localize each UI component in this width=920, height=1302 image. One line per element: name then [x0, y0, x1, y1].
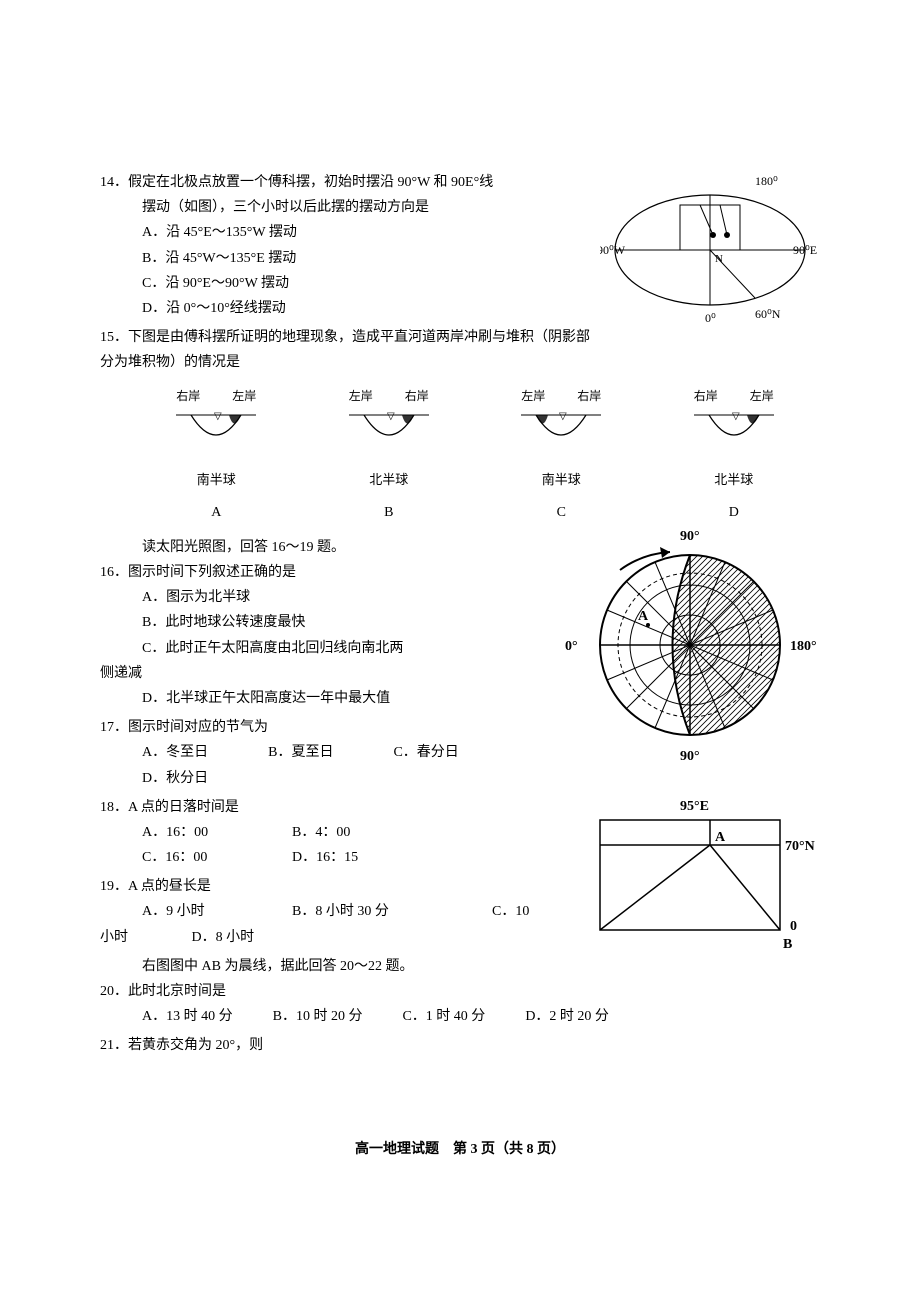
q17-opt-d: D．秋分日: [142, 766, 208, 791]
riverbank-b: 左岸 右岸 ▽ 北半球 B: [344, 386, 434, 525]
question-21: 21．若黄赤交角为 20°，则: [100, 1033, 820, 1058]
q18-opt-c: C．16：00: [142, 845, 292, 870]
riverbank-d: 右岸 左岸 ▽ 北半球 D: [689, 386, 779, 525]
footer-prefix: 高一地理试题 第: [355, 1142, 471, 1157]
q21-number: 21．: [100, 1038, 128, 1053]
svg-text:▽: ▽: [214, 411, 222, 422]
label-90e: 90⁰E: [793, 243, 817, 257]
svg-text:▽: ▽: [732, 411, 740, 422]
label-60n: 60⁰N: [755, 307, 781, 321]
q15-text: 下图是由傅科摆所证明的地理现象，造成平直河道两岸冲刷与堆积（阴影部分为堆积物）的…: [100, 330, 590, 370]
rb-a-right: 左岸: [232, 386, 256, 408]
q16-number: 16．: [100, 565, 128, 580]
label-90w: 90⁰W: [600, 243, 626, 257]
q17-number: 17．: [100, 720, 128, 735]
q20-number: 20．: [100, 984, 128, 999]
footer-middle: 页（共: [478, 1142, 527, 1157]
sun-label-right: 180°: [790, 639, 817, 654]
q14-number: 14．: [100, 175, 128, 190]
sun-label-top: 90°: [680, 529, 700, 544]
rb-c-hem: 南半球: [516, 468, 606, 491]
rb-d-hem: 北半球: [689, 468, 779, 491]
footer-page: 3: [471, 1142, 478, 1157]
ab-point-b: B: [783, 937, 792, 952]
ab-label-70n: 70°N: [785, 839, 815, 854]
q18-opt-d: D．16：15: [292, 845, 442, 870]
q21-text: 若黄赤交角为 20°，则: [128, 1038, 263, 1053]
q19-opt-a: A．9 小时: [142, 899, 292, 924]
label-n: N: [715, 253, 723, 265]
q18-opt-b: B．4：00: [292, 820, 442, 845]
rb-b-letter: B: [344, 500, 434, 525]
rb-c-left: 左岸: [521, 386, 545, 408]
q15-number: 15．: [100, 330, 128, 345]
svg-text:▽: ▽: [559, 411, 567, 422]
q20-opt-b: B．10 时 20 分: [273, 1004, 363, 1029]
q17-opt-c: C．春分日: [393, 740, 458, 765]
q18-opt-a: A．16：00: [142, 820, 292, 845]
q19-opt-c-cont: 小时: [100, 930, 128, 945]
question-20: 20．此时北京时间是 A．13 时 40 分 B．10 时 20 分 C．1 时…: [100, 979, 820, 1029]
rb-c-letter: C: [516, 500, 606, 525]
q19-opt-c: C．10: [492, 899, 529, 924]
q17-text: 图示时间对应的节气为: [128, 720, 268, 735]
q20-text: 此时北京时间是: [128, 984, 226, 999]
rb-c-right: 右岸: [577, 386, 601, 408]
rb-d-left: 右岸: [694, 386, 718, 408]
ab-label-95e: 95°E: [680, 799, 709, 814]
riverbank-a: 右岸 左岸 ▽ 南半球 A: [171, 386, 261, 525]
q20-opt-a: A．13 时 40 分: [142, 1004, 233, 1029]
ab-diagram: 95°E A 70°N 0 B: [590, 795, 820, 964]
rb-a-hem: 南半球: [171, 468, 261, 491]
q19-opt-b: B．8 小时 30 分: [292, 899, 492, 924]
rb-d-letter: D: [689, 500, 779, 525]
svg-text:▽: ▽: [387, 411, 395, 422]
q19-number: 19．: [100, 879, 128, 894]
q15-diagrams-row: 右岸 左岸 ▽ 南半球 A 左岸 右岸 ▽ 北半球 B 左岸 右岸 ▽ 南半球 C 右…: [100, 386, 820, 525]
rb-d-right: 左岸: [750, 386, 774, 408]
rb-a-left: 右岸: [176, 386, 200, 408]
ab-point-a: A: [715, 830, 726, 845]
sun-point-a: A: [638, 609, 649, 624]
q16-text: 图示时间下列叙述正确的是: [128, 565, 296, 580]
q18-text: A 点的日落时间是: [128, 800, 239, 815]
q18-number: 18．: [100, 800, 128, 815]
q14-diagram: 180⁰ N 90⁰W 90⁰E 0⁰ 60⁰N: [600, 170, 820, 339]
label-0: 0⁰: [705, 311, 716, 325]
rb-b-hem: 北半球: [344, 468, 434, 491]
sun-label-left: 0°: [565, 639, 578, 654]
q14-line1: 假定在北极点放置一个傅科摆，初始时摆沿 90°W 和 90E°线: [128, 175, 493, 190]
rb-b-left: 左岸: [349, 386, 373, 408]
footer-suffix: 页）: [534, 1142, 566, 1157]
ab-label-0: 0: [790, 919, 797, 934]
q19-text: A 点的昼长是: [128, 879, 211, 894]
page-footer: 高一地理试题 第 3 页（共 8 页）: [0, 1137, 920, 1162]
sun-label-bottom: 90°: [680, 749, 700, 764]
footer-total: 8: [527, 1142, 534, 1157]
rb-b-right: 右岸: [405, 386, 429, 408]
label-180: 180⁰: [755, 174, 778, 188]
q20-opt-d: D．2 时 20 分: [525, 1004, 609, 1029]
q19-opt-d: D．8 小时: [192, 930, 255, 945]
q20-opt-c: C．1 时 40 分: [402, 1004, 485, 1029]
sun-diagram: 90° 0° 180° 90° A: [560, 525, 820, 774]
rb-a-letter: A: [171, 500, 261, 525]
q17-opt-a: A．冬至日: [142, 740, 208, 765]
question-14: 180⁰ N 90⁰W 90⁰E 0⁰ 60⁰N 14．假定在北极点放置一个傅科…: [100, 170, 820, 321]
question-15: 15．下图是由傅科摆所证明的地理现象，造成平直河道两岸冲刷与堆积（阴影部分为堆积…: [100, 325, 820, 525]
riverbank-c: 左岸 右岸 ▽ 南半球 C: [516, 386, 606, 525]
q17-opt-b: B．夏至日: [268, 740, 333, 765]
